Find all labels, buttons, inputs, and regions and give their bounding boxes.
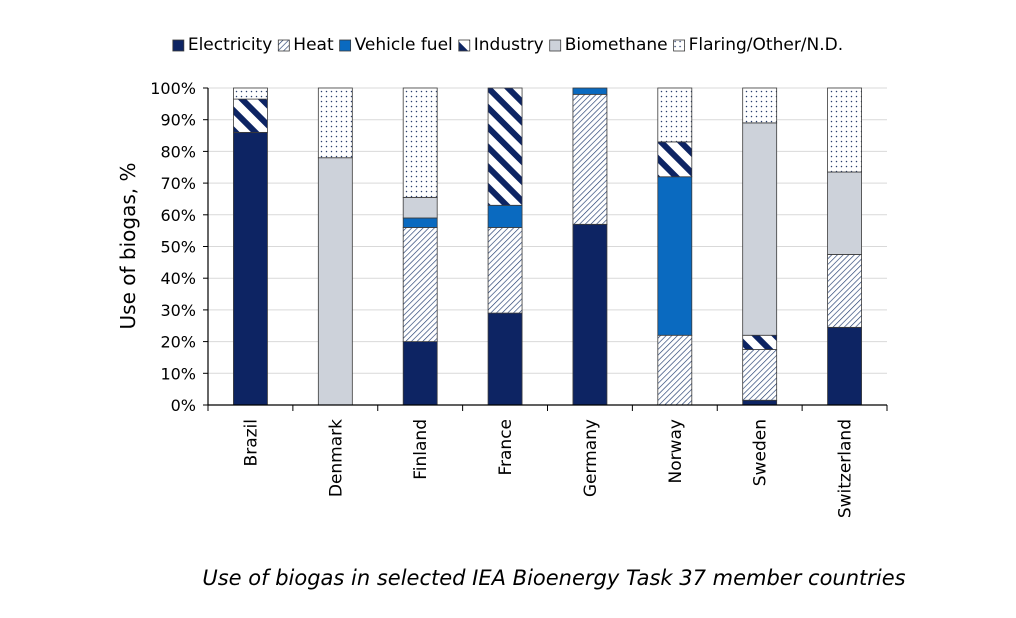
- x-tick-label-brazil: Brazil: [241, 419, 261, 466]
- axes: [207, 88, 887, 406]
- legend-label: Vehicle fuel: [355, 35, 453, 55]
- bar-segment-france-vehicle-fuel: [487, 204, 523, 228]
- bar-segment-norway-heat: [657, 334, 693, 406]
- legend-swatch: [673, 39, 686, 52]
- y-tick-label: 100%: [150, 79, 196, 98]
- legend-item-electricity: Electricity: [172, 35, 272, 55]
- legend-swatch: [277, 39, 290, 52]
- bar-segment-germany-vehicle-fuel: [572, 87, 608, 95]
- legend-swatch: [458, 39, 471, 52]
- legend-item-industry: Industry: [458, 35, 544, 55]
- legend-swatch: [549, 39, 562, 52]
- bar-segment-norway-vehicle-fuel: [657, 176, 693, 336]
- bar-segment-sweden-biomethane: [742, 122, 778, 336]
- bar-segment-denmark-biomethane: [317, 157, 353, 406]
- bar-segment-germany-electricity: [572, 223, 608, 406]
- bar-segment-switzerland-heat: [827, 254, 862, 328]
- bar-segment-brazil-flaring-other-n-d: [233, 87, 268, 100]
- y-tick-label: 70%: [160, 174, 196, 193]
- x-tick-label-sweden: Sweden: [751, 419, 771, 486]
- legend-swatch: [172, 39, 185, 52]
- legend-item-flaring-other-n-d: Flaring/Other/N.D.: [673, 35, 844, 55]
- gridlines: [208, 87, 887, 374]
- bar-segment-denmark-flaring-other-n-d: [317, 87, 353, 159]
- bar-segment-finland-biomethane: [402, 196, 438, 219]
- y-tick-label: 0%: [171, 396, 196, 415]
- legend-label: Industry: [474, 35, 544, 55]
- legend-label: Biomethane: [565, 35, 668, 55]
- bar-segment-brazil-electricity: [233, 131, 268, 406]
- legend-item-biomethane: Biomethane: [549, 35, 668, 55]
- bar-segment-switzerland-electricity: [827, 326, 862, 406]
- legend-label: Heat: [293, 35, 334, 55]
- figure-caption: Use of biogas in selected IEA Bioenergy …: [202, 566, 906, 590]
- bar-segment-germany-heat: [572, 93, 608, 225]
- x-tick-label-france: France: [496, 419, 516, 476]
- y-tick-label: 30%: [160, 301, 196, 320]
- bar-segment-norway-industry: [657, 141, 693, 178]
- bar-segment-france-heat: [487, 227, 523, 314]
- bar-segment-finland-heat: [402, 227, 438, 342]
- bar-segment-france-electricity: [487, 312, 523, 406]
- legend-label: Electricity: [188, 35, 272, 55]
- y-tick-label: 20%: [160, 333, 196, 352]
- x-tick-label-denmark: Denmark: [326, 419, 346, 497]
- bar-segment-france-industry: [487, 87, 523, 206]
- x-tick-label-norway: Norway: [666, 419, 686, 484]
- y-tick-label: 40%: [160, 269, 196, 288]
- bar-segment-finland-flaring-other-n-d: [402, 87, 438, 198]
- legend-item-heat: Heat: [277, 35, 334, 55]
- y-axis-label: Use of biogas, %: [116, 163, 140, 330]
- y-tick-label: 50%: [160, 238, 196, 257]
- legend-swatch: [339, 39, 352, 52]
- bar-segment-sweden-industry: [742, 334, 778, 350]
- bar-segment-sweden-flaring-other-n-d: [742, 87, 778, 124]
- x-axis-ticks: Brazil Denmark Finland France Germany Norway S…: [207, 405, 888, 518]
- bar-segment-sweden-heat: [742, 349, 778, 401]
- legend-label: Flaring/Other/N.D.: [689, 35, 844, 55]
- y-tick-label: 80%: [160, 142, 196, 161]
- y-tick-label: 90%: [160, 111, 196, 130]
- x-tick-label-switzerland: Switzerland: [836, 419, 856, 518]
- y-tick-label: 60%: [160, 206, 196, 225]
- bar-segment-sweden-electricity: [742, 399, 778, 406]
- bar-segment-switzerland-biomethane: [827, 171, 862, 255]
- x-tick-label-germany: Germany: [581, 419, 601, 497]
- x-tick-label-finland: Finland: [411, 419, 431, 480]
- bar-segment-brazil-industry: [233, 98, 268, 133]
- bar-segment-finland-electricity: [402, 341, 438, 406]
- bars: [233, 87, 862, 406]
- y-axis-ticks: 0% 10% 20% 30% 40% 50% 60% 70% 80% 90% 100%: [150, 79, 208, 415]
- legend: Electricity Heat Vehicle fuel Industry Biome…: [172, 35, 844, 55]
- bar-segment-finland-vehicle-fuel: [402, 217, 438, 228]
- bar-segment-switzerland-flaring-other-n-d: [827, 87, 862, 173]
- legend-item-vehicle-fuel: Vehicle fuel: [339, 35, 453, 55]
- bar-segment-norway-flaring-other-n-d: [657, 87, 693, 143]
- y-tick-label: 10%: [160, 364, 196, 383]
